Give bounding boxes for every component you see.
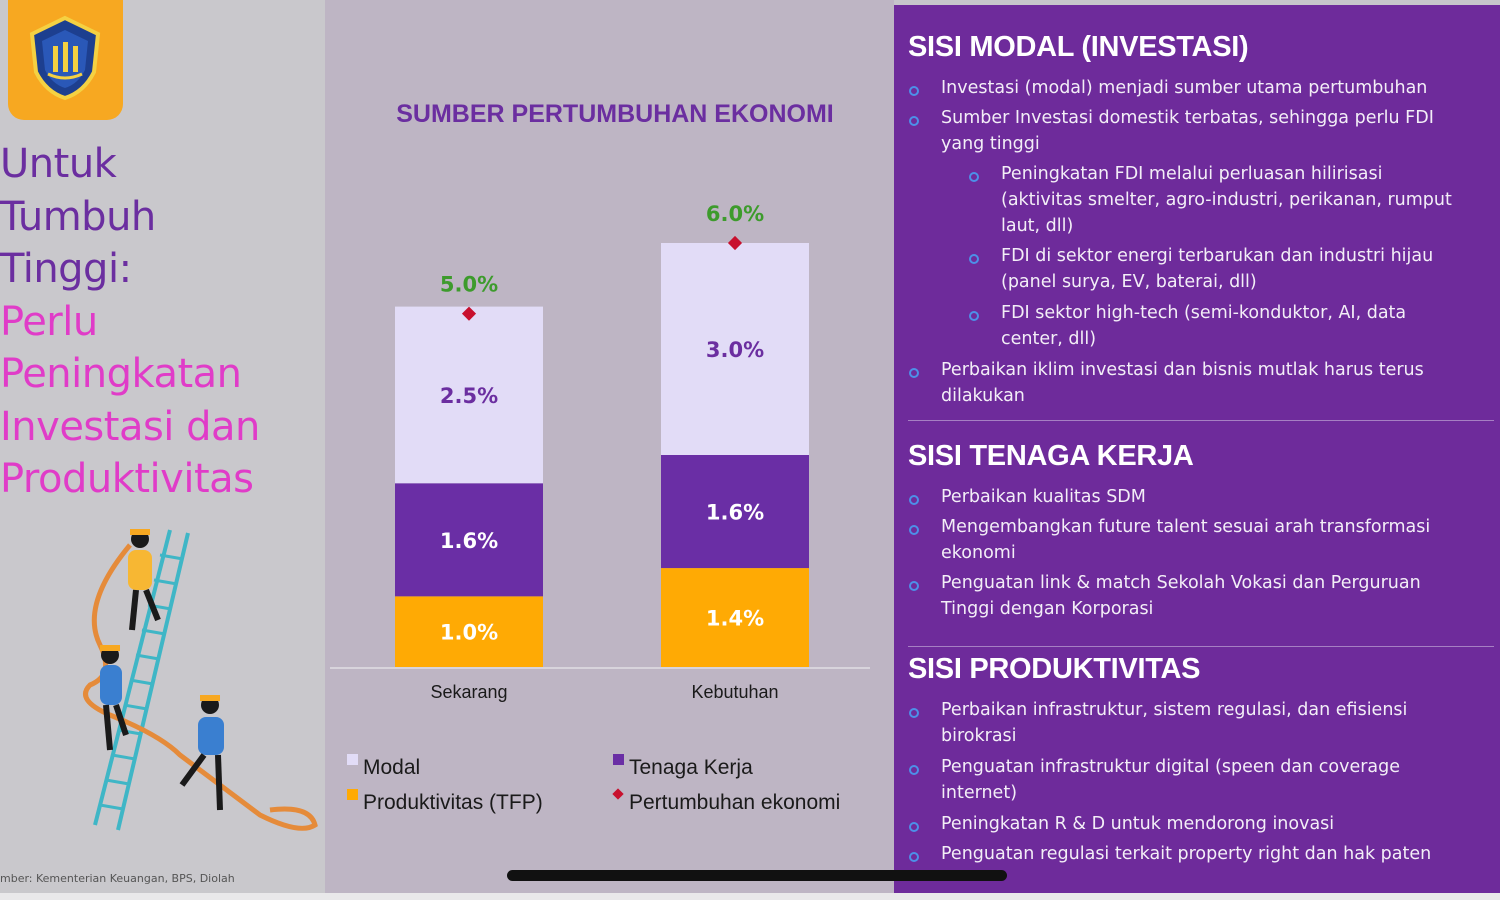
bullet-item: Investasi (modal) menjadi sumber utama p… [941, 75, 1427, 101]
section-divider [908, 420, 1494, 421]
bar-value-label: 1.6% [706, 501, 764, 525]
bullet-icon [909, 116, 919, 126]
bar-value-label: 1.0% [440, 621, 498, 645]
bullet-line: Perbaikan iklim investasi dan bisnis mut… [941, 360, 1424, 380]
left-panel: Untuk Tumbuh Tinggi: Perlu Peningkatan I… [0, 0, 325, 893]
bar-segment [395, 306, 543, 484]
bullet-line: Perbaikan kualitas SDM [941, 487, 1146, 507]
headline-line: Tinggi: [0, 246, 132, 292]
source-note: mber: Kementerian Keuangan, BPS, Diolah [0, 872, 235, 885]
legend-label: Tenaga Kerja [629, 756, 753, 779]
bullet-line: dilakukan [941, 386, 1025, 406]
bullet-line: Mengembangkan future talent sesuai arah … [941, 517, 1431, 537]
bar-segment [661, 243, 809, 455]
section-title: SISI PRODUKTIVITAS [908, 653, 1201, 685]
legend-swatch [347, 789, 358, 800]
bullet-item: FDI di sektor energi terbarukan dan indu… [1001, 243, 1433, 295]
bullet-line: (aktivitas smelter, agro-industri, perik… [1001, 190, 1452, 210]
bullet-line: birokrasi [941, 726, 1017, 746]
bullet-item: Penguatan regulasi terkait property righ… [941, 841, 1431, 867]
bar-segment [661, 455, 809, 569]
bullet-line: laut, dll) [1001, 216, 1074, 236]
strategy-panel: SISI MODAL (INVESTASI) Investasi (modal) … [894, 5, 1500, 893]
growth-label: 5.0% [440, 273, 498, 297]
bullet-icon [909, 581, 919, 591]
bullet-line: FDI di sektor energi terbarukan dan indu… [1001, 246, 1434, 266]
bullet-item: FDI sektor high-tech (semi-konduktor, AI… [1001, 300, 1406, 352]
growth-label: 6.0% [706, 202, 764, 226]
bullet-item: Penguatan infrastruktur digital (speen d… [941, 754, 1400, 806]
bullet-icon [909, 368, 919, 378]
bullet-icon [909, 852, 919, 862]
bullet-icon [969, 311, 979, 321]
ministry-logo [8, 0, 123, 120]
growth-marker [461, 306, 477, 321]
bullet-line: Peningkatan FDI melalui perluasan hiliri… [1001, 164, 1383, 184]
legend-label: Pertumbuhan ekonomi [629, 791, 840, 814]
bar-value-label: 2.5% [440, 384, 498, 408]
bullet-item: Peningkatan R & D untuk mendorong inovas… [941, 811, 1334, 837]
bullet-icon [909, 765, 919, 775]
headline-line: Peningkatan [0, 351, 242, 397]
bullet-item: Perbaikan infrastruktur, sistem regulasi… [941, 697, 1407, 749]
bullet-line: (panel surya, EV, baterai, dll) [1001, 272, 1257, 292]
bullet-item: Mengembangkan future talent sesuai arah … [941, 514, 1430, 566]
headline-line: Perlu [0, 298, 98, 345]
headline-line: Untuk [0, 141, 117, 187]
bullet-line: Penguatan infrastruktur digital (speen d… [941, 757, 1401, 777]
x-tick-label: Sekarang [430, 682, 507, 702]
bar-value-label: 3.0% [706, 338, 764, 362]
bar-segment [661, 568, 809, 667]
bar-value-label: 1.6% [440, 529, 498, 553]
bar-value-label: 1.4% [706, 607, 764, 631]
horizontal-scrollbar[interactable] [507, 870, 1007, 881]
bullet-line: Sumber Investasi domestik terbatas, sehi… [941, 108, 1434, 128]
bullet-line: Peningkatan R & D untuk mendorong inovas… [941, 814, 1335, 834]
legend-swatch [613, 754, 624, 765]
bullet-line: center, dll) [1001, 329, 1097, 349]
bullet-icon [909, 495, 919, 505]
bullet-line: Tinggi dengan Korporasi [941, 599, 1154, 619]
bullet-line: FDI sektor high-tech (semi-konduktor, AI… [1001, 303, 1407, 323]
bullet-line: Penguatan regulasi terkait property righ… [941, 844, 1432, 864]
bar-segment [395, 596, 543, 667]
legend-swatch [347, 754, 358, 765]
headline-line: Investasi dan [0, 403, 260, 450]
bullet-line: Investasi (modal) menjadi sumber utama p… [941, 78, 1428, 98]
chart-panel: SUMBER PERTUMBUHAN EKONOMI 1.0% 1.6% 2.5% 5… [325, 0, 894, 893]
bullet-icon [909, 525, 919, 535]
ladder-climbers-illustration [83, 529, 318, 831]
bullet-item: Penguatan link & match Sekolah Vokasi da… [941, 570, 1421, 622]
legend-label: Produktivitas (TFP) [363, 791, 543, 814]
growth-marker [727, 235, 743, 251]
legend-swatch [612, 788, 624, 800]
headline-line: Produktivitas [0, 456, 254, 502]
bullet-line: yang tinggi [941, 134, 1040, 154]
headline-line: Tumbuh [0, 193, 156, 240]
section-title: SISI MODAL (INVESTASI) [908, 31, 1249, 63]
bullet-icon [969, 172, 979, 182]
bullet-line: Penguatan link & match Sekolah Vokasi da… [941, 573, 1421, 593]
headline: Untuk Tumbuh Tinggi: Perlu Peningkatan I… [0, 138, 260, 506]
bullet-line: internet) [941, 783, 1018, 803]
bullet-item: Sumber Investasi domestik terbatas, sehi… [941, 105, 1434, 157]
bullet-icon [909, 822, 919, 832]
bullet-line: ekonomi [941, 543, 1016, 563]
x-tick-label: Kebutuhan [691, 682, 778, 702]
ministry-emblem-icon [29, 15, 101, 101]
bottom-strip [0, 893, 1500, 900]
bullet-item: Perbaikan kualitas SDM [941, 484, 1146, 510]
growth-sources-chart: SUMBER PERTUMBUHAN EKONOMI 1.0% 1.6% 2.5% 5… [330, 100, 870, 814]
bullet-icon [909, 86, 919, 96]
section-title: SISI TENAGA KERJA [908, 440, 1194, 472]
chart-title: SUMBER PERTUMBUHAN EKONOMI [396, 100, 834, 128]
bullet-icon [969, 254, 979, 264]
section-divider [908, 646, 1494, 647]
bullet-icon [909, 708, 919, 718]
bar-segment [395, 483, 543, 597]
legend-label: Modal [363, 756, 420, 779]
bullet-item: Perbaikan iklim investasi dan bisnis mut… [941, 357, 1424, 409]
bullet-line: Perbaikan infrastruktur, sistem regulasi… [941, 700, 1408, 720]
bullet-item: Peningkatan FDI melalui perluasan hiliri… [1001, 161, 1452, 239]
